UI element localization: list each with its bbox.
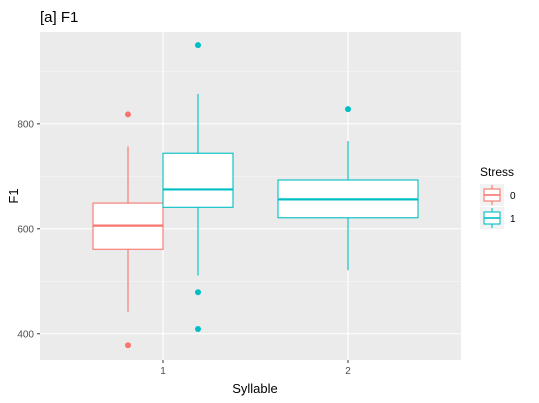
plot-area: 400 600 800 1 2 [17,32,461,377]
legend: Stress 0 1 [480,165,516,229]
box-iqr [162,152,234,208]
legend-label: 0 [510,191,516,202]
chart-title: [a] F1 [40,9,78,26]
outlier-point [345,106,351,113]
x-tick-label: 2 [345,366,351,377]
y-tick-label: 600 [17,224,34,235]
y-axis-label: F1 [6,188,21,203]
y-tick-label: 800 [17,119,34,130]
x-tick-label: 1 [160,366,166,377]
outlier-point [195,289,201,296]
outlier-point [125,342,131,349]
outlier-point [125,111,131,118]
x-axis-label: Syllable [232,381,278,396]
legend-entry: 0 [480,184,516,206]
y-tick-label: 400 [17,329,34,340]
legend-label: 1 [510,214,516,225]
outlier-point [195,326,201,333]
legend-entry: 1 [480,207,516,229]
outlier-point [195,42,201,49]
legend-title: Stress [480,165,514,179]
